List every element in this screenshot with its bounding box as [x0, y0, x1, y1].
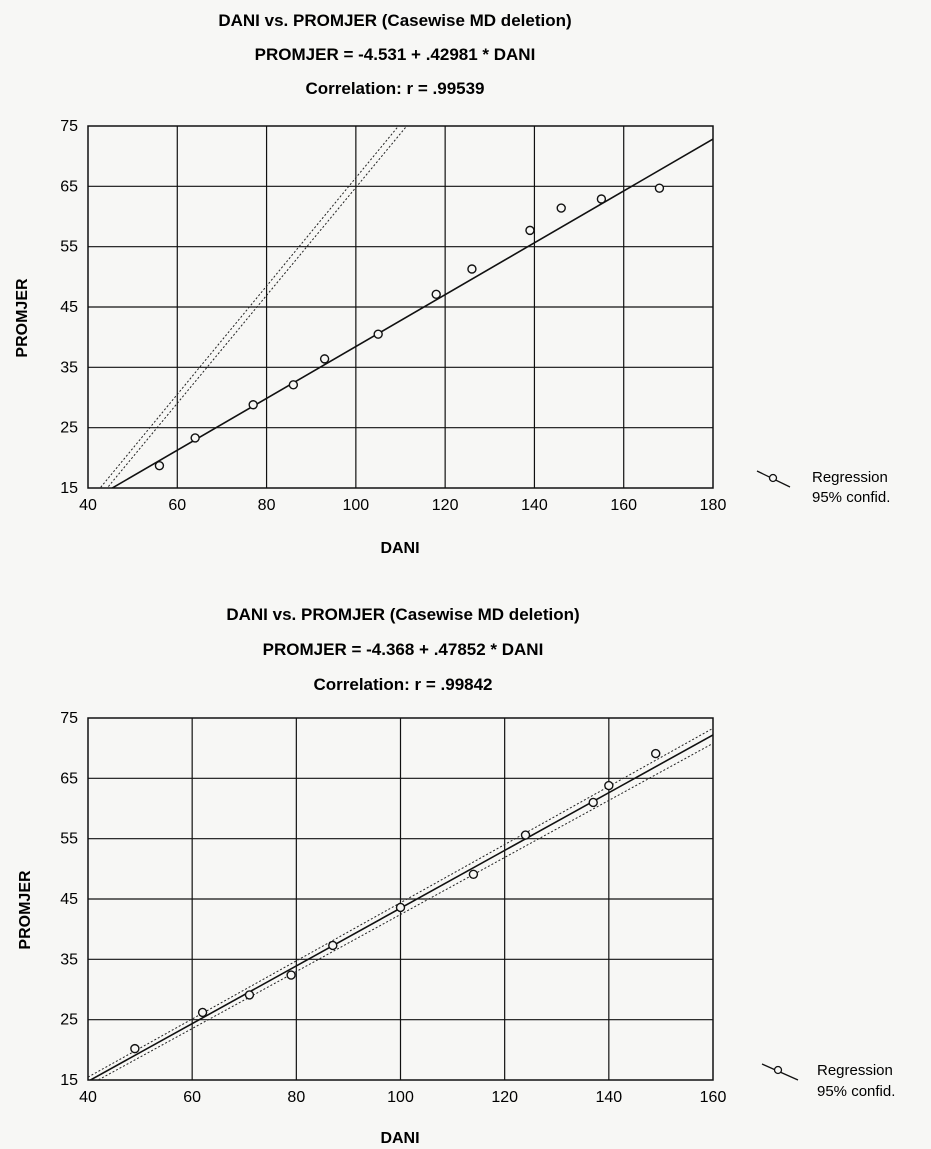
chart-2-data-point — [328, 940, 338, 951]
chart-1-data-point — [654, 183, 665, 193]
chart-2-y-axis-label: PROMJER — [17, 870, 34, 950]
chart-2-correlation: Correlation: r = .99842 — [313, 675, 492, 694]
chart-2-data-point — [604, 780, 614, 791]
chart-1-x-tick-label: 100 — [343, 497, 370, 514]
chart-1: DANI vs. PROMJER (Casewise MD deletion) … — [14, 11, 890, 557]
chart-1-x-tick-label: 160 — [610, 497, 637, 514]
chart-1-legend-marker-icon — [768, 473, 778, 483]
chart-1-y-tick-label: 45 — [60, 299, 78, 316]
chart-1-data-point — [525, 225, 535, 236]
chart-1-confidence-lower-line — [106, 126, 408, 488]
chart-2-y-ticks: 15 25 35 45 55 65 75 — [60, 710, 78, 1089]
chart-1-data-point — [288, 380, 299, 390]
chart-2-data-point — [395, 902, 406, 913]
chart-1-y-tick-label: 35 — [60, 359, 78, 376]
chart-2-data-point — [244, 990, 255, 1000]
chart-1-x-tick-label: 60 — [168, 497, 186, 514]
chart-1-x-tick-label: 180 — [700, 497, 727, 514]
chart-2-y-tick-label: 55 — [60, 831, 78, 848]
chart-2-x-tick-label: 80 — [287, 1089, 305, 1106]
chart-2-x-axis-label: DANI — [380, 1130, 419, 1147]
chart-1-x-tick-label: 80 — [258, 497, 276, 514]
chart-1-y-tick-label: 65 — [60, 178, 78, 195]
chart-2-x-tick-label: 120 — [491, 1089, 518, 1106]
chart-1-data-point — [248, 400, 258, 410]
chart-2-grid — [88, 718, 713, 1080]
chart-1-x-tick-label: 120 — [432, 497, 459, 514]
chart-1-data-point — [373, 329, 383, 339]
chart-1-legend-confid: 95% confid. — [812, 489, 890, 506]
chart-1-data-point — [556, 203, 566, 213]
chart-1-legend: Regression 95% confid. — [756, 469, 890, 506]
chart-2-points — [130, 748, 661, 1054]
chart-2-x-tick-label: 60 — [183, 1089, 201, 1106]
chart-1-grid — [88, 126, 713, 488]
chart-2-legend: Regression 95% confid. — [761, 1062, 895, 1100]
chart-1-y-tick-label: 25 — [60, 420, 78, 437]
chart-1-y-ticks: 15 25 35 45 55 65 75 — [60, 118, 78, 497]
chart-2: DANI vs. PROMJER (Casewise MD deletion) … — [17, 605, 895, 1147]
chart-2-data-point — [197, 1007, 208, 1018]
chart-1-data-point — [596, 194, 607, 204]
chart-2-y-tick-label: 25 — [60, 1012, 78, 1029]
chart-2-legend-regression: Regression — [817, 1062, 893, 1079]
chart-1-data-point — [154, 460, 165, 471]
chart-2-data-point — [588, 797, 598, 808]
chart-2-data-point — [651, 748, 661, 759]
chart-1-y-tick-label: 55 — [60, 239, 78, 256]
chart-1-confidence-band — [99, 126, 408, 488]
chart-2-data-point — [286, 970, 296, 980]
chart-1-y-axis-label: PROMJER — [14, 278, 31, 358]
chart-1-correlation: Correlation: r = .99539 — [305, 79, 484, 98]
chart-2-confidence-lower-line — [97, 742, 713, 1080]
chart-2-title: DANI vs. PROMJER (Casewise MD deletion) — [226, 605, 579, 624]
chart-2-x-tick-label: 40 — [79, 1089, 97, 1106]
chart-1-title: DANI vs. PROMJER (Casewise MD deletion) — [218, 11, 571, 30]
chart-2-x-tick-label: 100 — [387, 1089, 414, 1106]
chart-2-y-tick-label: 75 — [60, 710, 78, 727]
chart-1-points — [154, 183, 665, 471]
chart-1-x-ticks: 40 60 80 100 120 140 160 180 — [79, 497, 726, 514]
chart-1-y-tick-label: 15 — [60, 480, 78, 497]
chart-2-x-ticks: 40 60 80 100 120 140 160 — [79, 1089, 726, 1106]
chart-2-data-point — [130, 1043, 140, 1054]
chart-2-data-point — [468, 869, 479, 879]
chart-2-legend-marker-icon — [773, 1065, 783, 1075]
chart-1-x-tick-label: 40 — [79, 497, 97, 514]
chart-2-y-tick-label: 45 — [60, 891, 78, 908]
chart-2-y-tick-label: 15 — [60, 1072, 78, 1089]
chart-1-legend-regression: Regression — [812, 469, 888, 486]
chart-1-x-tick-label: 140 — [521, 497, 548, 514]
chart-1-equation: PROMJER = -4.531 + .42981 * DANI — [255, 45, 536, 64]
chart-2-y-tick-label: 35 — [60, 951, 78, 968]
chart-1-x-axis-label: DANI — [380, 540, 419, 557]
chart-2-x-tick-label: 140 — [595, 1089, 622, 1106]
chart-1-data-point — [431, 289, 441, 300]
chart-1-data-point — [190, 433, 200, 443]
chart-1-regression — [110, 138, 713, 488]
chart-1-y-tick-label: 75 — [60, 118, 78, 135]
chart-2-x-tick-label: 160 — [700, 1089, 727, 1106]
chart-2-data-point — [520, 830, 531, 840]
chart-2-equation: PROMJER = -4.368 + .47852 * DANI — [263, 640, 544, 659]
chart-2-y-tick-label: 65 — [60, 770, 78, 787]
chart-1-data-point — [319, 354, 330, 364]
chart-2-legend-confid: 95% confid. — [817, 1083, 895, 1100]
chart-1-data-point — [467, 264, 477, 274]
chart-1-regression-line — [110, 138, 713, 488]
